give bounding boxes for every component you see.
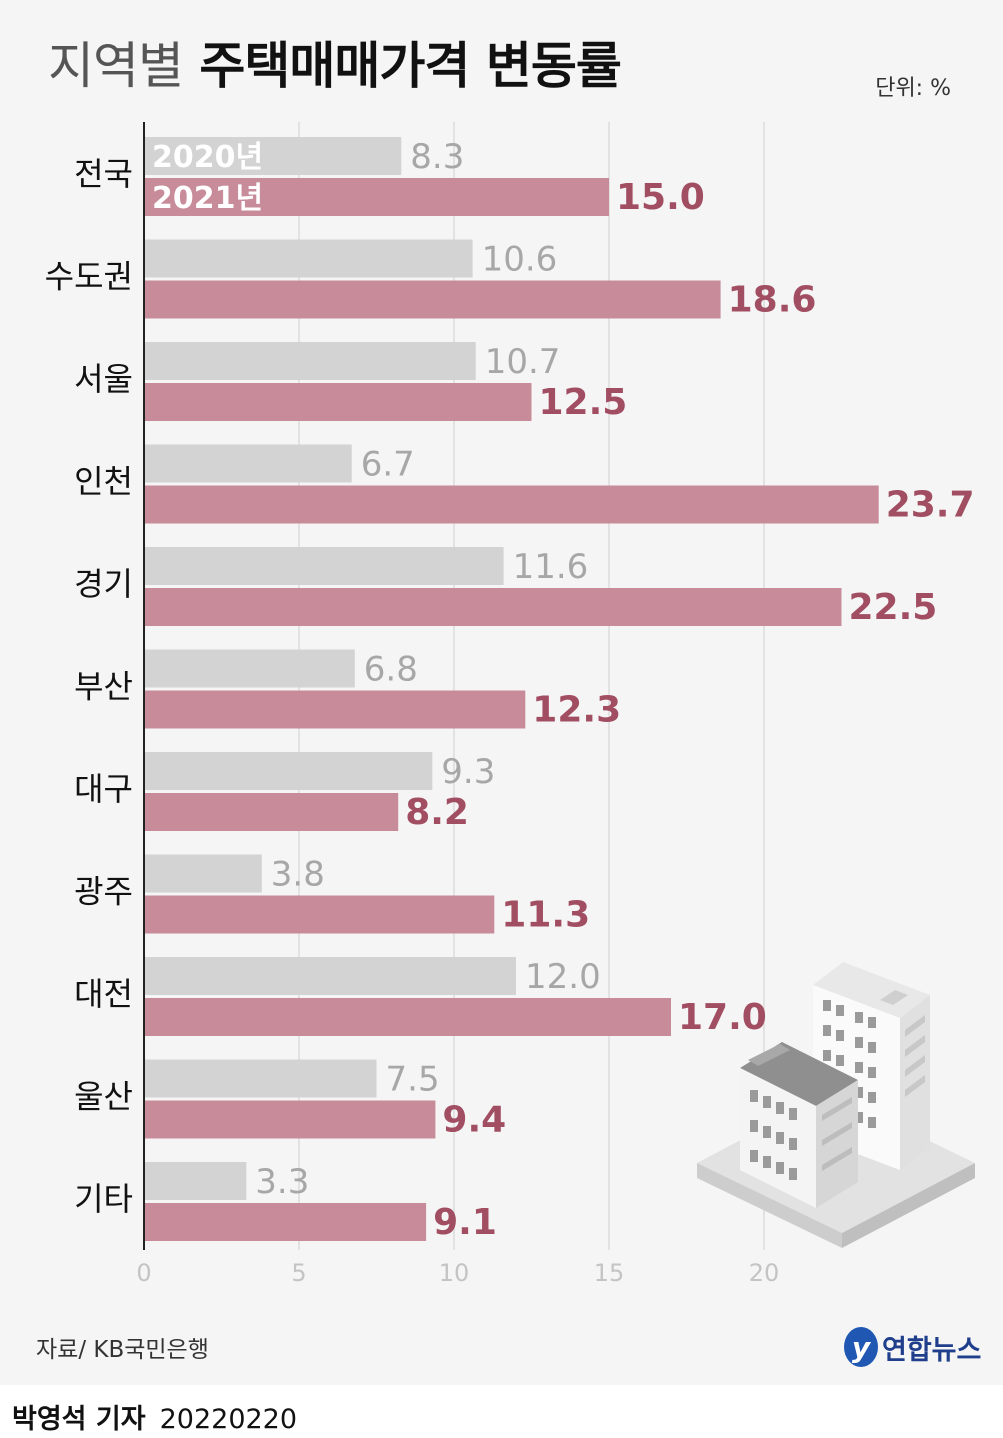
category-label: 기타 <box>74 1180 133 1218</box>
bar-2020 <box>144 649 355 688</box>
bar-2020 <box>144 1162 247 1200</box>
bar-2020 <box>144 444 352 483</box>
yonhap-logo-icon: y <box>844 1327 878 1367</box>
data-label: 6.7 <box>361 445 415 485</box>
title-light: 지역별 <box>48 37 184 95</box>
yonhap-logo: y 연합뉴스 <box>844 1325 981 1369</box>
bar-2021 <box>144 588 842 626</box>
publish-date: 20220220 <box>159 1404 298 1435</box>
category-label: 인천 <box>74 463 133 501</box>
chart-title: 지역별 주택매매가격 변동률 <box>48 34 622 98</box>
category-label: 전국 <box>74 155 133 193</box>
category-label: 경기 <box>74 565 133 603</box>
bar-2021 <box>144 280 721 319</box>
bar-2021 <box>144 1203 427 1241</box>
data-label: 9.3 <box>441 752 495 792</box>
category-label: 대전 <box>74 975 133 1013</box>
category-label: 부산 <box>74 668 133 706</box>
x-tick-label: 0 <box>136 1259 151 1287</box>
bar-2021 <box>144 1100 436 1139</box>
bar-2020 <box>144 239 473 278</box>
bar-2020 <box>144 1059 377 1098</box>
bar-2021 <box>144 998 671 1036</box>
data-label: 12.5 <box>539 382 628 423</box>
x-tick-label: 20 <box>749 1259 780 1287</box>
author-name: 박영석 기자 <box>12 1404 146 1435</box>
source-note: 자료/ KB국민은행 <box>36 1337 209 1363</box>
data-label: 18.6 <box>728 280 817 321</box>
data-label: 6.8 <box>364 650 418 690</box>
data-label: 3.3 <box>255 1162 309 1202</box>
category-label: 광주 <box>74 873 133 911</box>
category-label: 울산 <box>74 1078 133 1116</box>
data-label: 3.8 <box>271 855 325 895</box>
bar-2021 <box>144 485 879 524</box>
data-label: 12.0 <box>525 957 601 997</box>
logo-text: 연합뉴스 <box>882 1334 982 1366</box>
bar-2020 <box>144 752 433 790</box>
bar-2020 <box>144 957 516 995</box>
bars-layer <box>144 137 879 1241</box>
data-label: 12.3 <box>532 690 621 731</box>
unit-label: 단위: % <box>875 76 951 101</box>
data-label: 7.5 <box>386 1060 440 1100</box>
bar-2020 <box>144 854 262 893</box>
x-tick-label: 15 <box>594 1259 625 1287</box>
data-label: 8.2 <box>405 792 469 833</box>
bar-2020 <box>144 342 476 380</box>
legend-label: 2020년 <box>152 140 263 175</box>
data-label: 9.1 <box>433 1202 497 1243</box>
category-label: 수도권 <box>45 258 133 296</box>
data-label: 11.6 <box>513 547 589 587</box>
data-label: 22.5 <box>849 587 938 628</box>
data-label: 11.3 <box>501 895 590 936</box>
data-label: 9.4 <box>442 1100 506 1141</box>
category-label: 대구 <box>74 770 133 808</box>
data-label: 10.6 <box>482 240 558 280</box>
building-illustration <box>697 962 975 1248</box>
legend-label: 2021년 <box>152 181 263 216</box>
category-label: 서울 <box>74 360 133 398</box>
bar-2021 <box>144 690 526 729</box>
bar-2021 <box>144 895 495 934</box>
bar-2021 <box>144 383 532 421</box>
bar-2020 <box>144 137 402 175</box>
data-label: 10.7 <box>485 342 561 382</box>
data-label: 15.0 <box>616 177 705 218</box>
data-label: 8.3 <box>410 137 464 177</box>
data-label: 23.7 <box>886 485 975 526</box>
x-tick-label: 5 <box>291 1259 306 1287</box>
bar-2021 <box>144 793 399 831</box>
data-label: 17.0 <box>678 997 767 1038</box>
byline: 박영석 기자 20220220 <box>12 1397 297 1436</box>
bar-2020 <box>144 547 504 585</box>
title-bold: 주택매매가격 변동률 <box>199 37 621 95</box>
x-tick-label: 10 <box>439 1259 470 1287</box>
bar-2021 <box>144 178 609 216</box>
